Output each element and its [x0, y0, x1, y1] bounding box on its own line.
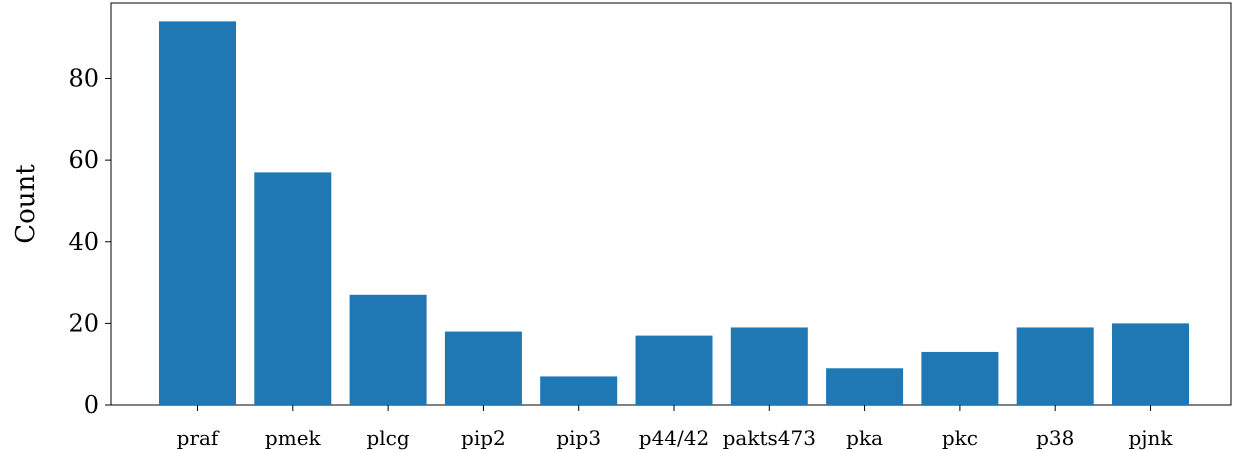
y-tick-label: 40: [68, 228, 99, 256]
x-tick-label: pip2: [461, 426, 506, 450]
x-tick-label: pakts473: [723, 426, 816, 450]
x-tick-label: pmek: [265, 426, 322, 450]
x-tick-label: praf: [177, 426, 220, 450]
bar-p44/42: [635, 335, 713, 405]
y-tick-label: 80: [68, 65, 99, 93]
x-tick-label: p44/42: [639, 426, 709, 450]
bar-plcg: [349, 294, 427, 405]
x-tick-label: pka: [846, 426, 883, 450]
y-axis-title: Count: [11, 164, 41, 244]
bar-pip2: [444, 331, 522, 405]
x-tick-label: pip3: [556, 426, 601, 450]
x-tick-label: pjnk: [1128, 426, 1173, 450]
bar-pmek: [254, 172, 332, 405]
x-tick-label: p38: [1036, 426, 1074, 450]
bar-praf: [159, 21, 236, 406]
bar-pkc: [921, 351, 999, 405]
x-tick-label: plcg: [366, 426, 409, 450]
y-tick-label: 0: [84, 391, 99, 419]
bar-pip3: [540, 376, 618, 405]
y-tick-label: 20: [68, 309, 99, 337]
bars-group: [159, 21, 1189, 406]
bar-pakts473: [730, 327, 808, 405]
y-tick-label: 60: [68, 146, 99, 174]
bar-p38: [1016, 327, 1094, 405]
y-ticks-group: 0 20 40 60 80: [68, 65, 111, 419]
x-tick-label: pkc: [942, 426, 978, 450]
bar-pka: [826, 368, 904, 405]
bar-pjnk: [1112, 323, 1189, 405]
x-ticks-group: praf pmek plcg pip2 pip3 p44/42 pakts473 pka pkc…: [177, 405, 1173, 450]
